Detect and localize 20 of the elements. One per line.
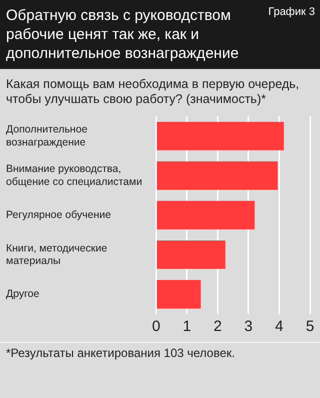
x-tick-label: 1 xyxy=(182,318,192,336)
x-tick-label: 5 xyxy=(306,318,314,336)
bar xyxy=(156,280,201,308)
bar xyxy=(156,200,255,230)
x-tick-label: 0 xyxy=(152,318,160,336)
text: *Результаты анкетирования 103 человек. xyxy=(0,342,320,363)
y-tick-label: Другое xyxy=(6,288,40,300)
bar xyxy=(156,122,284,150)
bar xyxy=(156,240,226,269)
y-tick-label: Внимание руководства, общение со специалистами xyxy=(6,163,142,188)
bar xyxy=(156,161,278,190)
chart-subtitle: Какая помощь вам необходима в первую очередь, чтобы улучшать свою работу? (значимость)* xyxy=(5,76,300,107)
x-tick-label: 3 xyxy=(244,318,253,336)
x-tick-label: 2 xyxy=(213,318,222,336)
chart-title: Обратную связь с руководством рабочие ценят так же, как и дополнительное вознаграждение xyxy=(6,7,239,62)
y-tick-label: Регулярное обучение xyxy=(6,209,112,222)
text: График 3 xyxy=(268,5,315,20)
y-tick-label: Дополнительное вознаграждение xyxy=(6,124,88,148)
y-tick-label: Книги, методические материалы xyxy=(6,242,108,267)
x-tick-label: 4 xyxy=(275,318,284,336)
